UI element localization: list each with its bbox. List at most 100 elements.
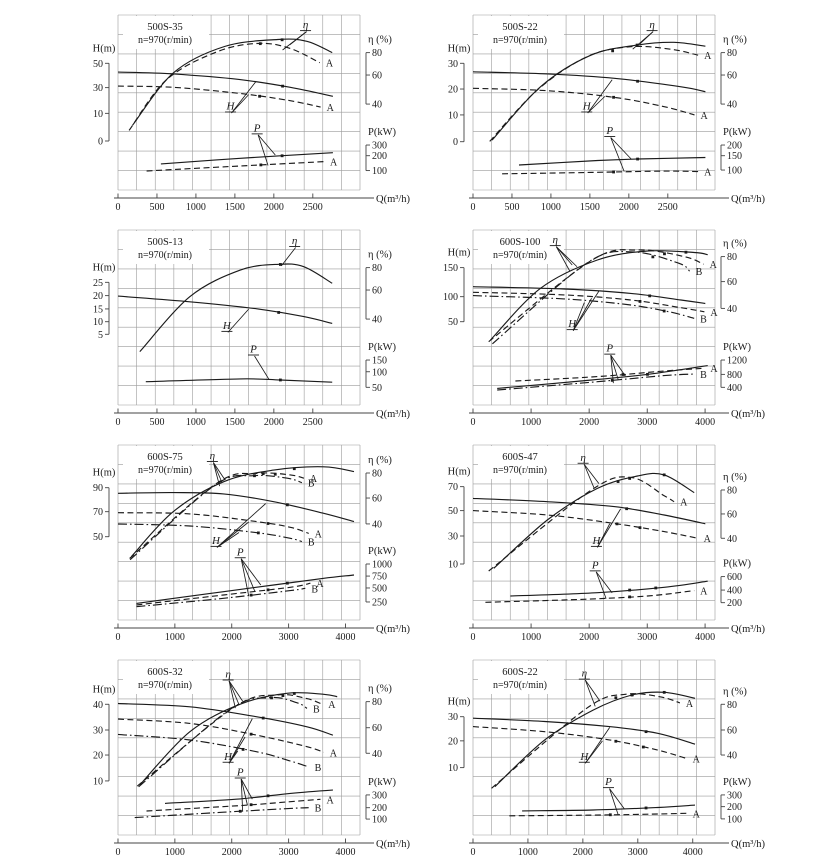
chart-title: 600S-75 — [147, 452, 183, 463]
x-axis-label: Q(m³/h) — [376, 409, 411, 420]
eta-tick-label: 40 — [727, 304, 737, 315]
p-axis-label: P(kW) — [723, 342, 751, 353]
callout-H: H — [567, 318, 577, 330]
chart-title: 500S-22 — [502, 22, 538, 33]
callout-leader — [587, 79, 613, 114]
curve-eta-A — [129, 472, 305, 559]
chart-speed: n=970(r/min) — [138, 35, 192, 46]
callout-leader — [240, 778, 248, 806]
callout-H: H — [591, 535, 601, 547]
curve-label-p-A: A — [710, 364, 718, 375]
callout-leader — [584, 679, 596, 707]
callout-leader — [597, 508, 621, 548]
callout-leader — [216, 503, 266, 548]
h-tick-label: 25 — [93, 278, 103, 289]
marker-eta-A — [281, 694, 285, 697]
eta-tick-label: 80 — [372, 48, 382, 59]
marker-h-A — [638, 526, 642, 530]
curve-h-main — [117, 702, 334, 736]
callout-leader — [213, 462, 225, 480]
callout-leader — [609, 788, 625, 810]
p-tick-label: 200 — [727, 598, 742, 609]
curve-label-p-B: B — [315, 804, 322, 815]
callout-leader — [610, 355, 614, 384]
h-tick-label: 40 — [93, 700, 103, 711]
p-axis-label: P(kW) — [723, 127, 751, 138]
callout-leader — [240, 778, 253, 800]
h-tick-label: 50 — [448, 317, 458, 328]
curve-label-eta-A: A — [680, 498, 688, 509]
p-tick-label: 100 — [727, 166, 742, 177]
p-tick-label: 100 — [727, 814, 742, 825]
h-tick-label: 20 — [448, 85, 458, 96]
callout-leader — [595, 571, 607, 599]
callout-P: P — [253, 122, 261, 134]
chart-speed: n=970(r/min) — [493, 465, 547, 476]
curve-h-B — [472, 295, 695, 319]
marker-eta-main — [662, 473, 666, 477]
curve-h-A — [472, 726, 687, 760]
x-tick-label: 2000 — [579, 417, 599, 428]
eta-tick-label: 40 — [727, 534, 737, 545]
p-tick-label: 750 — [372, 572, 387, 583]
x-tick-label: 1000 — [518, 847, 538, 856]
marker-h-main — [648, 294, 652, 298]
x-tick-label: 4000 — [695, 417, 715, 428]
marker-eta-main — [628, 477, 632, 480]
callout-η: η — [225, 669, 230, 681]
h-tick-label: 10 — [448, 763, 458, 774]
h-tick-label: 0 — [98, 137, 103, 148]
marker-h-B — [662, 309, 666, 313]
callout-leader — [216, 521, 249, 548]
x-tick-label: 2000 — [264, 202, 284, 213]
callout-leader — [632, 31, 654, 50]
curve-eta-B — [492, 250, 690, 345]
callout-leader — [610, 354, 626, 377]
marker-h-main — [285, 503, 289, 507]
x-tick-label: 1000 — [186, 202, 206, 213]
curve-p-A — [146, 161, 325, 172]
eta-tick-label: 40 — [372, 749, 382, 760]
curve-eta-main — [139, 263, 333, 352]
eta-axis-label: η (%) — [368, 684, 392, 695]
h-axis-label: H(m) — [93, 262, 116, 273]
callout-η: η — [303, 19, 308, 31]
curve-label-p-B: B — [700, 370, 707, 381]
marker-eta-A — [630, 693, 634, 697]
x-tick-label: 0 — [471, 417, 476, 428]
callout-leader — [231, 94, 249, 114]
p-tick-label: 300 — [372, 141, 387, 152]
marker-h-A — [641, 745, 645, 749]
chart-speed: n=970(r/min) — [493, 35, 547, 46]
eta-tick-label: 80 — [372, 697, 382, 708]
curve-p-B — [497, 373, 695, 391]
curve-label-h-A: A — [704, 534, 712, 545]
x-tick-label: 500 — [149, 417, 164, 428]
eta-tick-label: 60 — [727, 509, 737, 520]
chart-speed: n=970(r/min) — [138, 250, 192, 261]
curve-label-eta-B: B — [308, 479, 315, 490]
curve-h-B — [117, 733, 309, 768]
marker-p-main — [636, 157, 639, 161]
x-axis-label: Q(m³/h) — [731, 409, 766, 420]
curve-label-p-A: A — [704, 168, 712, 179]
marker-p-A — [259, 163, 263, 167]
curve-eta-A — [488, 476, 675, 572]
curve-label-h-A: A — [327, 103, 335, 114]
callout-leader — [610, 137, 625, 172]
x-tick-label: 2000 — [579, 632, 599, 643]
callout-leader — [572, 298, 592, 331]
callout-η: η — [292, 235, 297, 247]
curves — [472, 472, 708, 603]
marker-h-main — [636, 79, 639, 83]
curves — [117, 38, 334, 172]
h-tick-label: 20 — [93, 291, 103, 302]
h-axis-label: H(m) — [448, 248, 471, 259]
x-axis-label: Q(m³/h) — [376, 624, 411, 635]
h-tick-label: 30 — [93, 726, 103, 737]
h-tick-label: 5 — [98, 330, 103, 341]
eta-tick-label: 60 — [727, 71, 737, 82]
p-axis-label: P(kW) — [368, 777, 396, 788]
curve-h-main — [472, 286, 706, 305]
